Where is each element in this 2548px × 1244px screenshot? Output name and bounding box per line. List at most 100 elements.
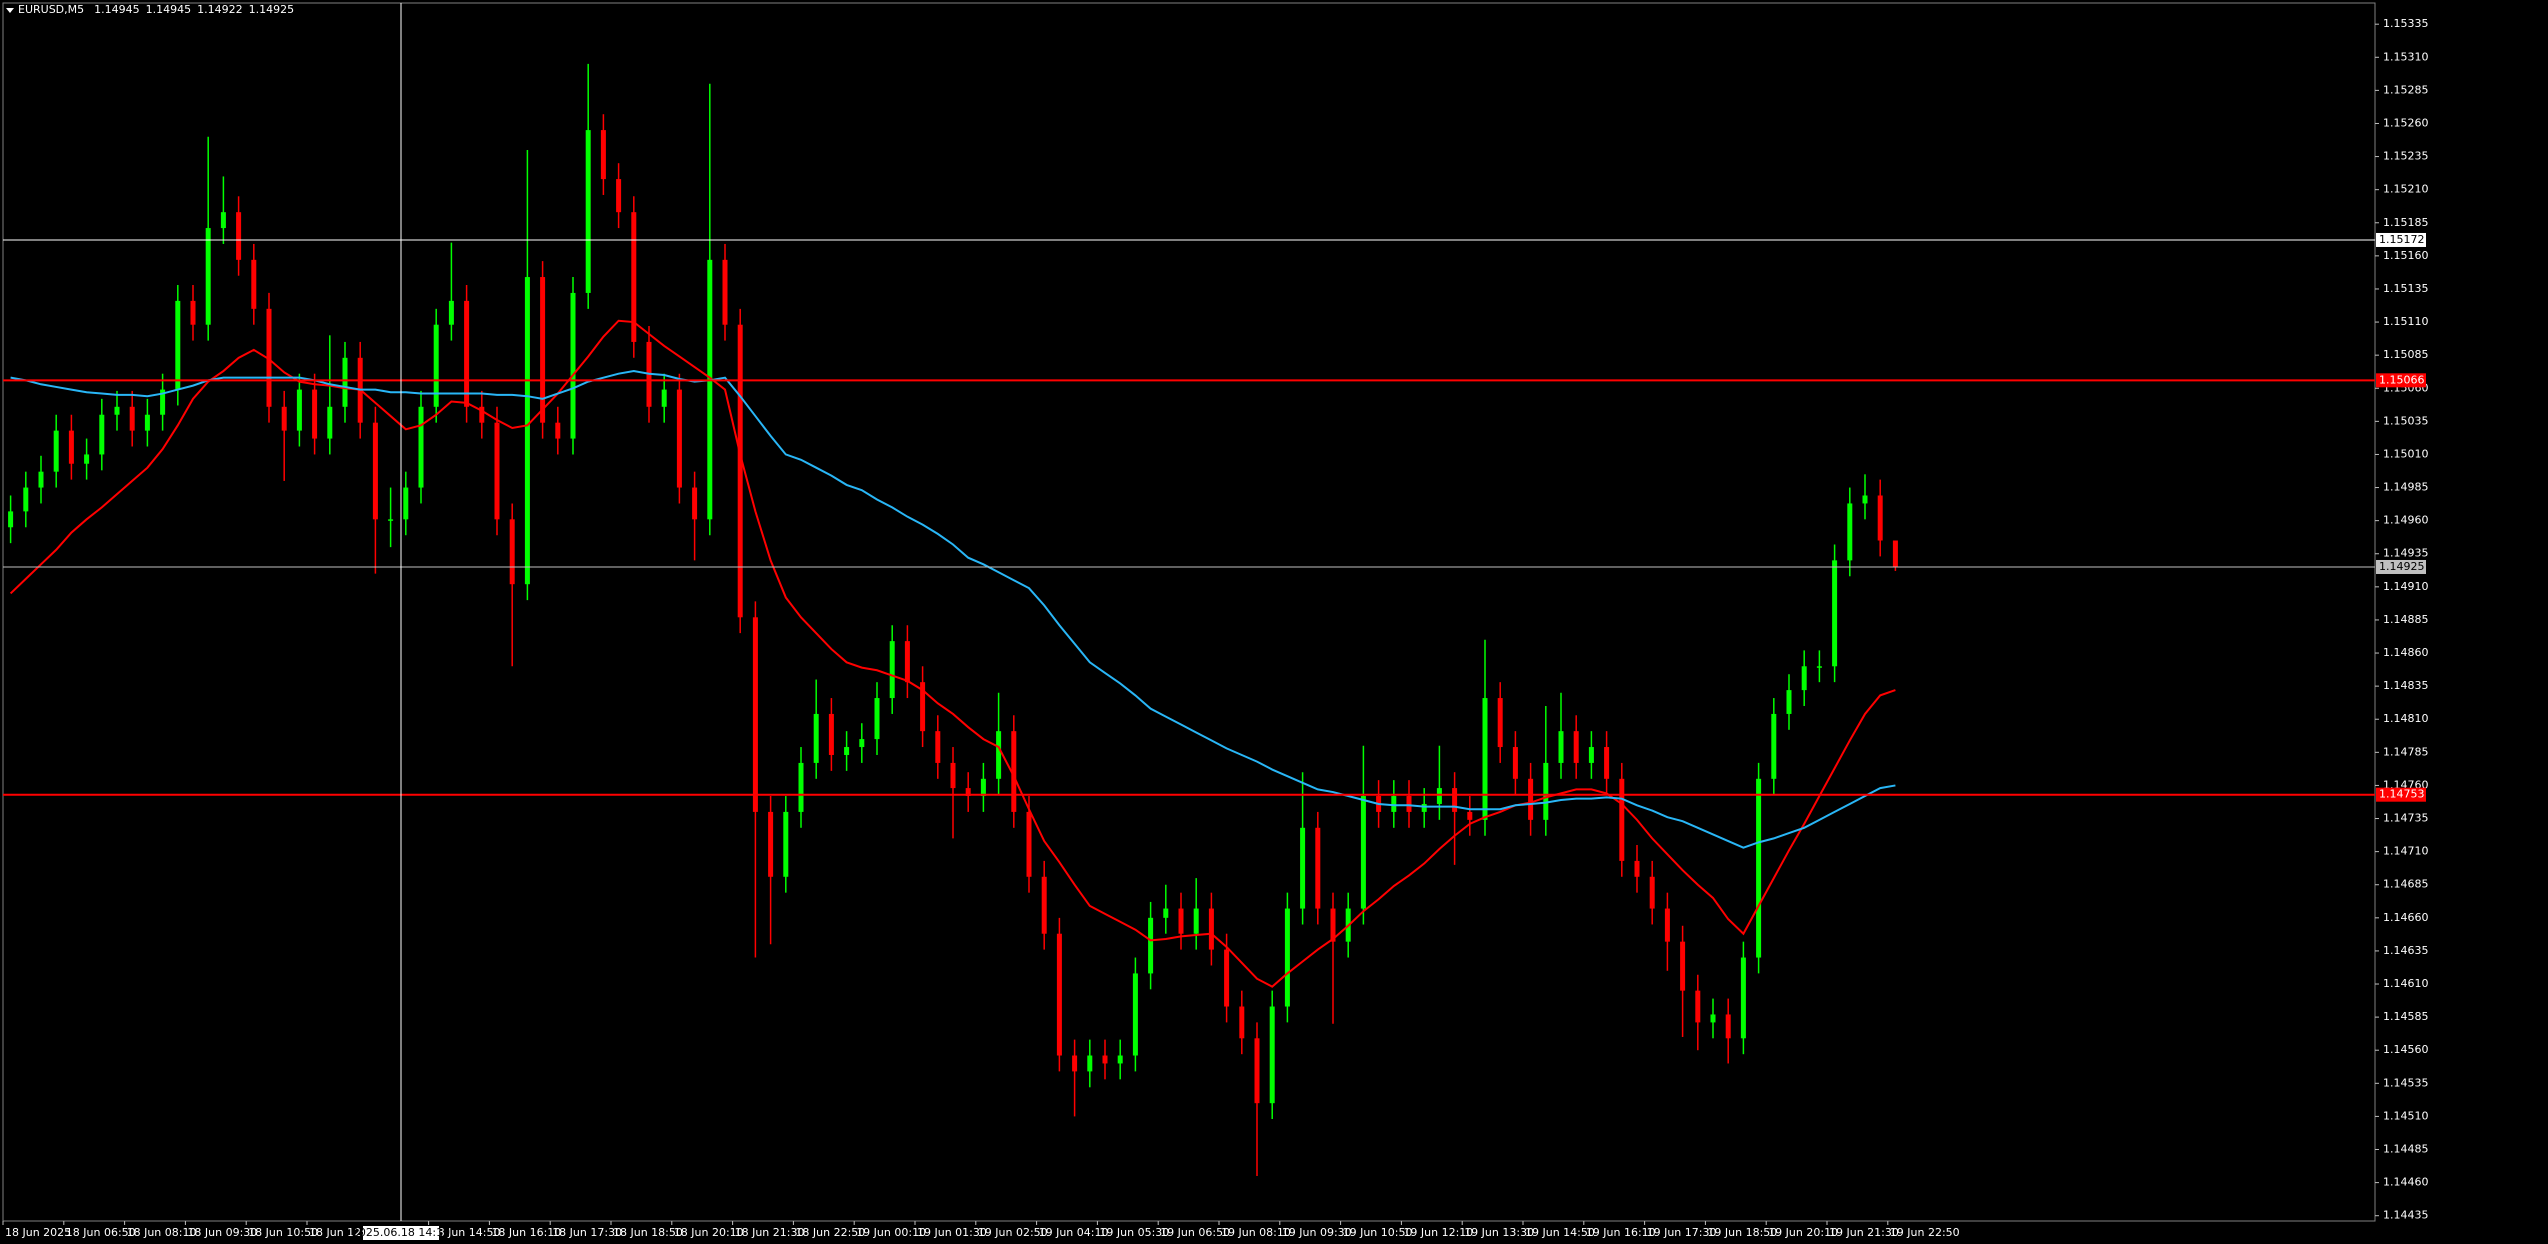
candle-body xyxy=(8,511,14,528)
low-value: 1.14922 xyxy=(197,3,243,16)
candle-body xyxy=(494,422,500,520)
candle-body xyxy=(707,259,713,520)
candle-body xyxy=(1360,796,1366,909)
candle-body xyxy=(1558,731,1564,763)
x-tick-label: 18 Jun 22:50 xyxy=(795,1226,865,1239)
candle-body xyxy=(479,406,485,423)
level-label: 1.14753 xyxy=(2379,788,2425,801)
y-tick-label: 1.14860 xyxy=(2383,646,2429,659)
candle-body xyxy=(266,308,272,407)
y-tick-label: 1.14585 xyxy=(2383,1010,2429,1023)
open-value: 1.14945 xyxy=(94,3,140,16)
candle-body xyxy=(889,641,895,699)
candle-body xyxy=(1497,698,1503,748)
x-tick-label: 19 Jun 14:50 xyxy=(1525,1226,1595,1239)
candle-body xyxy=(1847,503,1853,561)
candle-body xyxy=(631,212,637,342)
candle-body xyxy=(935,731,941,763)
x-tick-label: 19 Jun 01:30 xyxy=(917,1226,987,1239)
x-tick-label: 18 Jun 14:50 xyxy=(431,1226,501,1239)
candle-body xyxy=(1528,778,1534,820)
candle-body xyxy=(874,698,880,740)
candle-body xyxy=(1512,747,1518,779)
y-tick-label: 1.15085 xyxy=(2383,348,2429,361)
candle-body xyxy=(540,277,546,423)
current-price-label: 1.14925 xyxy=(2379,560,2425,573)
candle-body xyxy=(1224,949,1230,1007)
candle-body xyxy=(752,617,758,812)
candle-body xyxy=(555,422,561,439)
x-tick-label: 18 Jun 20:10 xyxy=(674,1226,744,1239)
current-price-box xyxy=(2376,559,2426,574)
candle-body xyxy=(84,454,90,464)
candle-body xyxy=(1178,908,1184,934)
candle-body xyxy=(1330,908,1336,942)
y-tick-label: 1.14510 xyxy=(2383,1109,2429,1122)
candle-body xyxy=(783,811,789,877)
candle-body xyxy=(175,300,181,390)
y-tick-label: 1.14610 xyxy=(2383,977,2429,990)
candle-body xyxy=(418,406,424,488)
candle-body xyxy=(251,259,257,309)
y-tick-label: 1.14835 xyxy=(2383,679,2429,692)
y-tick-label: 1.14560 xyxy=(2383,1043,2429,1056)
candle-body xyxy=(813,713,819,763)
y-tick-label: 1.15235 xyxy=(2383,150,2429,163)
candle-body xyxy=(1087,1055,1093,1072)
candle-body xyxy=(114,406,120,415)
y-tick-label: 1.15335 xyxy=(2383,17,2429,30)
candle-body xyxy=(1543,762,1549,820)
candle-body xyxy=(144,414,150,431)
candle-body xyxy=(1406,796,1412,812)
candle-body xyxy=(661,389,667,407)
candle-body xyxy=(388,519,394,521)
y-tick-label: 1.14810 xyxy=(2383,712,2429,725)
candle-body xyxy=(448,300,454,325)
candle-body xyxy=(570,292,576,439)
candle-body xyxy=(1284,908,1290,1007)
x-tick-label: 19 Jun 00:10 xyxy=(856,1226,926,1239)
candle-body xyxy=(1634,860,1640,877)
y-tick-label: 1.15285 xyxy=(2383,83,2429,96)
candle-body xyxy=(433,324,439,407)
candle-body xyxy=(600,130,606,180)
x-tick-label: 19 Jun 18:50 xyxy=(1707,1226,1777,1239)
candle-body xyxy=(524,277,530,585)
moving-average xyxy=(9,319,1896,988)
candle-body xyxy=(965,788,971,797)
x-tick-label: 18 Jun 06:50 xyxy=(66,1226,136,1239)
x-tick-label: 19 Jun 05:30 xyxy=(1099,1226,1169,1239)
high-value: 1.14945 xyxy=(146,3,192,16)
candle-body xyxy=(692,487,698,520)
candle-body xyxy=(1832,560,1838,667)
moving-average xyxy=(10,370,1896,849)
candle-body xyxy=(1740,957,1746,1039)
candle-body xyxy=(1892,540,1898,567)
candle-body xyxy=(1072,1055,1078,1072)
y-tick-label: 1.14960 xyxy=(2383,514,2429,527)
y-tick-label: 1.14910 xyxy=(2383,580,2429,593)
candle-body xyxy=(1269,1006,1275,1104)
y-tick-label: 1.15260 xyxy=(2383,116,2429,129)
candle-body xyxy=(920,682,926,732)
x-tick-label: 19 Jun 20:10 xyxy=(1768,1226,1838,1239)
y-tick-label: 1.14685 xyxy=(2383,878,2429,891)
x-tick-label: 18 Jun 18:50 xyxy=(613,1226,683,1239)
candle-body xyxy=(68,430,74,464)
y-tick-label: 1.15010 xyxy=(2383,447,2429,460)
candle-body xyxy=(798,762,804,812)
candle-body xyxy=(342,357,348,407)
candle-body xyxy=(676,389,682,488)
plot: 1.14435 1.14460 1.14485 1.14510 1.14535 1.145… xyxy=(2,3,2429,1240)
y-tick-label: 1.14535 xyxy=(2383,1076,2429,1089)
x-tick-label: 18 Jun 08:10 xyxy=(127,1226,197,1239)
candle-body xyxy=(1695,990,1701,1023)
candle-body xyxy=(1680,941,1686,991)
candle-body xyxy=(464,300,470,407)
close-value: 1.14925 xyxy=(249,3,295,16)
candle-body xyxy=(996,731,1002,779)
y-tick-label: 1.14710 xyxy=(2383,845,2429,858)
x-tick-label: 18 Jun 2025 xyxy=(5,1226,71,1239)
y-tick-label: 1.15135 xyxy=(2383,282,2429,295)
